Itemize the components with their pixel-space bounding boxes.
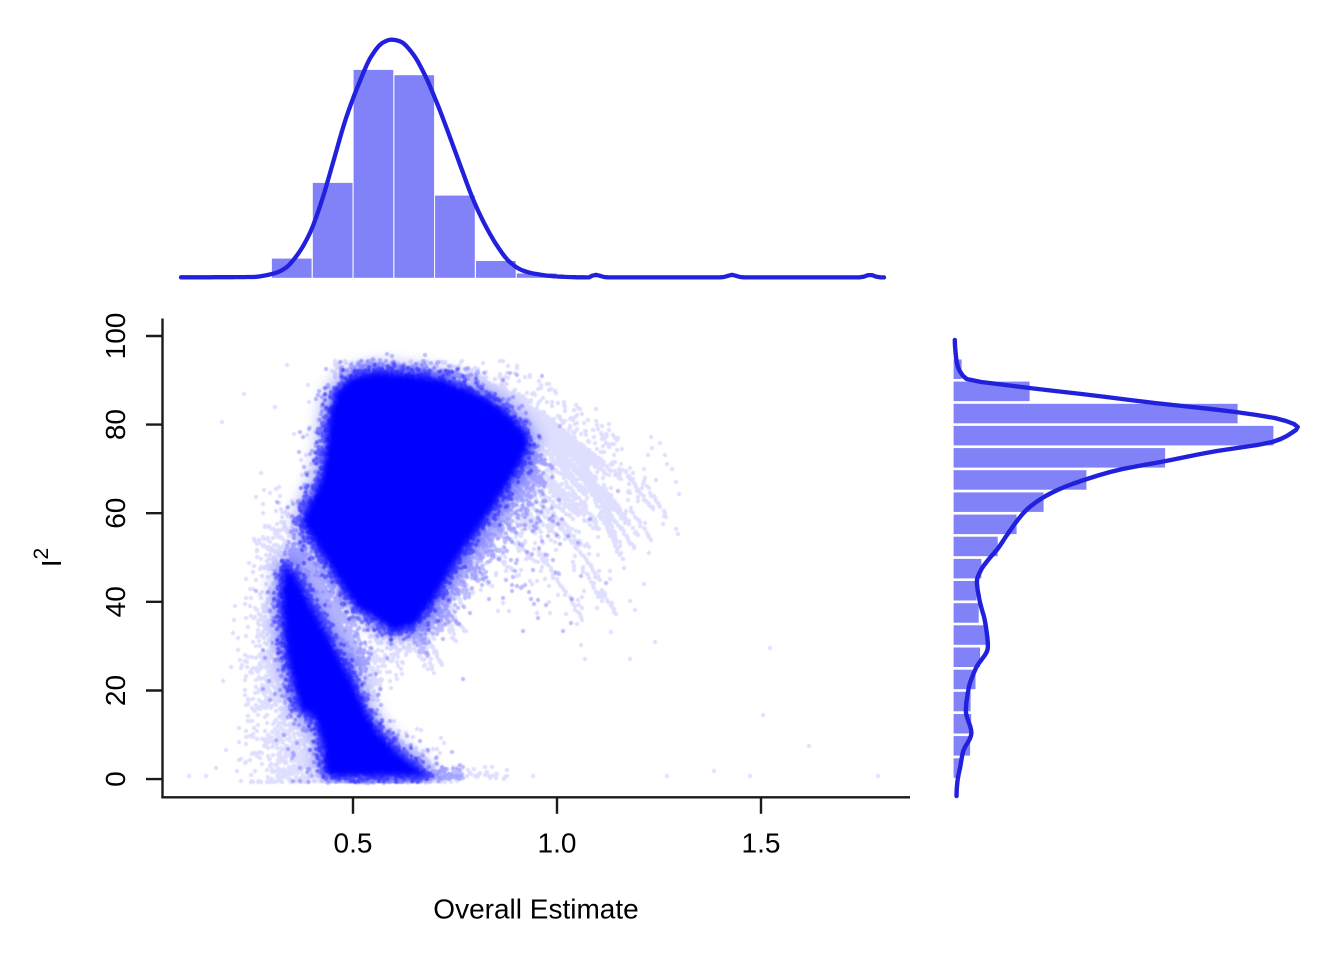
svg-text:60: 60 [100, 498, 131, 529]
svg-text:100: 100 [100, 313, 131, 360]
svg-text:40: 40 [100, 586, 131, 617]
svg-text:0: 0 [100, 771, 131, 787]
svg-text:20: 20 [100, 675, 131, 706]
svg-text:1.5: 1.5 [742, 828, 781, 859]
svg-text:Overall Estimate: Overall Estimate [433, 894, 638, 925]
svg-text:0.5: 0.5 [334, 828, 373, 859]
svg-text:1.0: 1.0 [538, 828, 577, 859]
svg-text:80: 80 [100, 409, 131, 440]
